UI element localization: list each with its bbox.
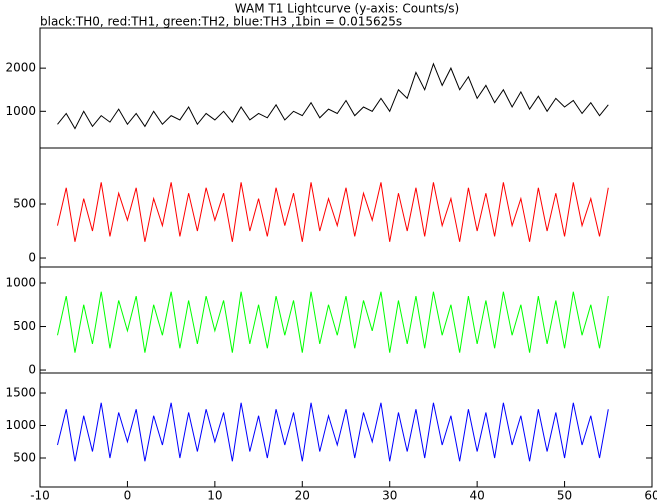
panel-frame	[39, 147, 653, 268]
y-tick-label: 500	[13, 451, 36, 465]
y-tick-label: 0	[28, 363, 36, 377]
panel-frame	[39, 266, 653, 374]
lightcurve	[57, 182, 609, 242]
panel-frame	[39, 372, 653, 488]
x-tick-label: 0	[124, 489, 132, 503]
panel-frame	[39, 27, 653, 149]
x-tick-label: 50	[557, 489, 572, 503]
y-tick-label: 0	[28, 251, 36, 265]
x-tick-label: 30	[382, 489, 397, 503]
lightcurve	[57, 62, 609, 130]
x-tick-label: 60	[644, 489, 657, 503]
x-tick-label: -10	[30, 489, 50, 503]
chart-title: WAM T1 Lightcurve (y-axis: Counts/s)	[235, 2, 459, 16]
y-tick-label: 1000	[5, 418, 36, 432]
y-tick-label: 500	[13, 319, 36, 333]
y-tick-label: 1500	[5, 386, 36, 400]
x-tick-label: 10	[207, 489, 222, 503]
x-tick-label: 20	[295, 489, 310, 503]
x-tick-label: 40	[470, 489, 485, 503]
y-tick-label: 1000	[5, 276, 36, 290]
y-tick-label: 500	[13, 196, 36, 210]
lightcurve	[57, 402, 609, 462]
y-tick-label: 1000	[5, 104, 36, 118]
y-tick-label: 2000	[5, 61, 36, 75]
chart-subtitle: black:TH0, red:TH1, green:TH2, blue:TH3 …	[40, 15, 402, 29]
lightcurve	[57, 291, 609, 353]
